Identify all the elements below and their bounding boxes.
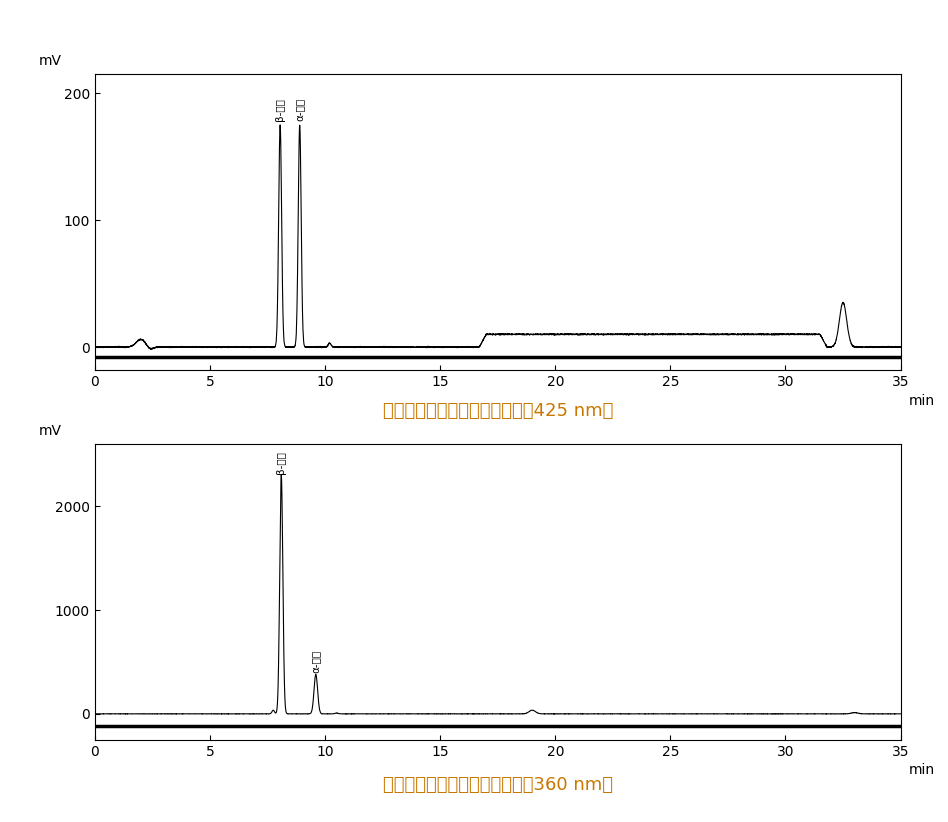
Text: 萘酚标准样品梯度洗脱色谱图（360 nm）: 萘酚标准样品梯度洗脱色谱图（360 nm） — [383, 776, 612, 794]
Text: β-萘酚: β-萘酚 — [276, 451, 286, 474]
Text: mV: mV — [39, 424, 62, 438]
Text: α-萘酚: α-萘酚 — [311, 650, 320, 673]
Text: β-萘酚: β-萘酚 — [275, 98, 285, 121]
Text: mV: mV — [39, 54, 62, 68]
Text: min: min — [908, 394, 935, 408]
Text: 萘酚标准样品梯度洗脱色谱图（425 nm）: 萘酚标准样品梯度洗脱色谱图（425 nm） — [382, 402, 613, 420]
Text: min: min — [908, 764, 935, 778]
Text: α-萘酚: α-萘酚 — [295, 98, 304, 121]
